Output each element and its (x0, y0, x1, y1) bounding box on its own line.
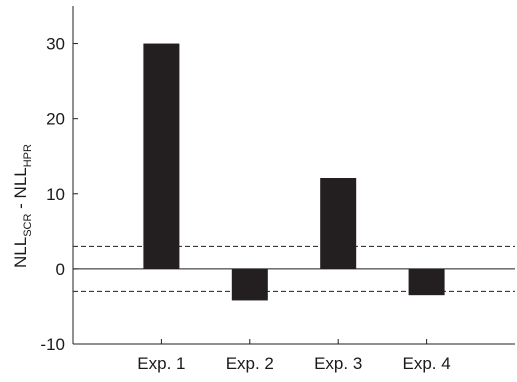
bar (143, 43, 180, 269)
x-tick-label: Exp. 1 (137, 354, 185, 373)
y-axis-ticks: -10 0 10 20 30 (40, 35, 78, 354)
x-tick-label: Exp. 4 (402, 354, 450, 373)
y-tick-label: 30 (46, 35, 65, 54)
bar (320, 178, 357, 269)
bar (231, 268, 268, 301)
y-axis-label-main-1: NLL (11, 237, 30, 268)
y-axis-label-main-2: NLL (11, 167, 30, 198)
bar (408, 268, 445, 296)
x-tick-label: Exp. 2 (226, 354, 274, 373)
y-tick-label: 10 (46, 185, 65, 204)
reference-lines (73, 245, 515, 292)
y-axis-label-separator: - (11, 198, 30, 213)
y-axis-label: NLLSCR - NLLHPR (11, 144, 34, 268)
bars-group (143, 43, 445, 301)
y-axis-label-sub-1: SCR (22, 214, 34, 237)
y-tick-label: 0 (56, 260, 65, 279)
y-tick-label: -10 (40, 335, 65, 354)
x-tick-label: Exp. 3 (314, 354, 362, 373)
plot-area (72, 6, 515, 345)
y-tick-label: 20 (46, 110, 65, 129)
y-axis-label-sub-2: HPR (22, 144, 34, 167)
x-axis-ticks: Exp. 1 Exp. 2 Exp. 3 Exp. 4 (137, 339, 451, 373)
